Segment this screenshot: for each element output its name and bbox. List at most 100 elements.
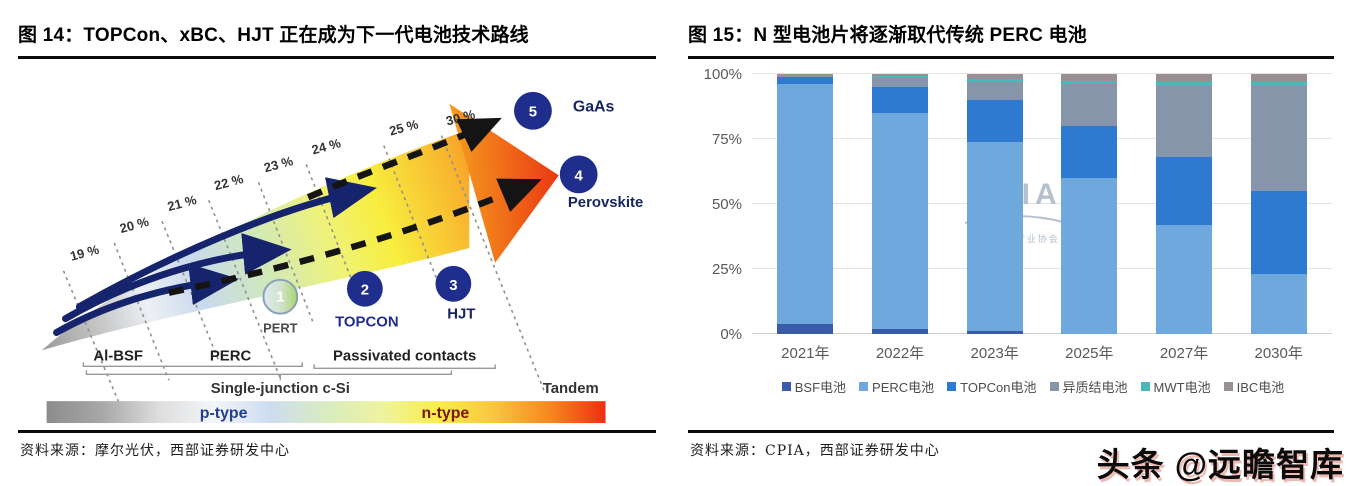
x-axis-labels: 2021年 2022年 2023年 2025年 2027年 2030年 — [752, 342, 1332, 363]
bar-segment — [777, 76, 834, 85]
x-tick-label: 2023年 — [970, 345, 1019, 362]
stacked-bar — [872, 74, 928, 334]
bar-segment — [777, 84, 834, 324]
efficiency-label-24: 24 % — [310, 135, 343, 157]
legend-item: 异质结电池 — [1049, 377, 1128, 396]
figure-14-panel: 图 14：TOPCon、xBC、HJT 正在成为下一代电池技术路线 — [18, 8, 660, 484]
milestone-label-hjt: HJT — [447, 307, 475, 323]
bar-column — [1231, 74, 1326, 334]
figure-15-source: 资料来源：CPIA，西部证券研发中心 — [690, 443, 940, 459]
roadmap-diagram: 19 % 20 % 21 % 22 % 23 % 24 % 25 % 30 % … — [41, 91, 643, 424]
bar-segment — [777, 75, 834, 77]
legend-label: TOPCon电池 — [960, 380, 1037, 395]
y-tick-label: 100% — [703, 66, 742, 83]
bar-segment — [1250, 274, 1307, 334]
figure-14-bottom-rule — [18, 430, 656, 433]
bar-segment — [777, 323, 834, 334]
bar-segment — [1250, 191, 1307, 275]
milestone-number-3: 3 — [449, 278, 457, 294]
bar-segment — [1156, 85, 1213, 158]
efficiency-separator-lines — [62, 135, 545, 416]
type-label-n: n-type — [422, 405, 470, 422]
legend-item: TOPCon电池 — [947, 377, 1037, 396]
milestone-label-pert: PERT — [263, 321, 298, 336]
legend-swatch — [1140, 382, 1150, 391]
legend-item: MWT电池 — [1140, 377, 1211, 396]
bar-segment — [966, 79, 1023, 82]
gridline — [752, 268, 1332, 269]
milestone-label-gaas: GaAs — [573, 99, 615, 116]
future-arrows-dashed — [168, 117, 542, 296]
junction-label-single: Single-junction c-Si — [211, 381, 350, 397]
x-tick-label: 2025年 — [1065, 345, 1114, 362]
figure-14-title-rule — [18, 56, 656, 59]
tech-label-passivated: Passivated contacts — [333, 348, 476, 364]
legend-swatch — [947, 382, 957, 391]
bar-column — [1042, 74, 1137, 334]
figure-15-bottom-rule — [688, 430, 1334, 433]
bar-segment — [966, 81, 1023, 101]
milestone-number-4: 4 — [575, 168, 584, 184]
bar-segment — [872, 113, 928, 329]
site-watermark: 头条 @远瞻智库 — [1096, 446, 1344, 483]
bar-segment — [777, 74, 834, 76]
efficiency-label-21: 21 % — [166, 192, 199, 214]
bar-segment — [966, 100, 1023, 142]
bar-segment — [1156, 81, 1213, 86]
bar-segment — [1061, 84, 1118, 126]
legend-label: IBC电池 — [1236, 380, 1285, 395]
bar-segment — [872, 328, 928, 334]
bar-segment — [1061, 74, 1118, 81]
bar-segment — [966, 74, 1023, 80]
stacked-bar — [1061, 74, 1118, 334]
legend-item: IBC电池 — [1223, 377, 1285, 396]
efficiency-label-25: 25 % — [388, 116, 421, 138]
bar-plot: CPIA 中国光伏行业协会 — [752, 73, 1332, 334]
stacked-bar — [966, 74, 1023, 334]
bar-column — [758, 74, 853, 334]
gridline — [752, 73, 1332, 74]
bar-segment — [872, 75, 928, 77]
milestone-circle-1 — [262, 278, 299, 315]
efficiency-label-23: 23 % — [262, 153, 295, 175]
efficiency-label-19: 19 % — [68, 242, 101, 264]
milestone-number-1: 1 — [276, 290, 284, 306]
bar-segment — [1250, 85, 1307, 192]
bar-segment — [966, 141, 1023, 332]
legend-swatch — [781, 382, 791, 391]
bar-segment — [1156, 224, 1213, 334]
efficiency-label-22: 22 % — [213, 171, 246, 193]
figure-15-title-rule — [688, 56, 1334, 59]
bar-segment — [777, 75, 834, 76]
efficiency-label-20: 20 % — [118, 214, 151, 236]
y-tick-label: 0% — [720, 326, 742, 343]
x-tick-label: 2022年 — [875, 345, 925, 362]
y-tick-label: 50% — [711, 196, 742, 213]
gridline — [752, 138, 1332, 139]
legend-label: MWT电池 — [1153, 380, 1211, 395]
milestone-label-topcon: TOPCON — [335, 315, 399, 331]
legend-swatch — [859, 382, 869, 391]
stacked-bar — [1156, 74, 1213, 334]
y-tick-label: 25% — [711, 261, 742, 278]
bar-segment — [872, 87, 928, 114]
milestone-circle-2 — [346, 270, 383, 307]
tech-label-albsf: Al-BSF — [93, 348, 143, 364]
milestone-circle-4 — [559, 155, 598, 194]
bar-segment — [1061, 80, 1118, 85]
type-label-p: p-type — [200, 405, 248, 422]
stacked-bar — [1250, 74, 1307, 334]
figure-14-source: 资料来源：摩尔光伏，西部证券研发中心 — [20, 443, 290, 459]
bracket-lines — [82, 362, 496, 381]
bar-column — [853, 74, 948, 334]
milestone-label-perovskite: Perovskite — [568, 195, 643, 211]
bar-segment — [1250, 74, 1307, 82]
stacked-bar-chart: 0% 25% 50% 75% 100% CPIA 中国光伏行业协会 2021年 2022年… — [694, 66, 1332, 396]
legend-swatch — [1049, 382, 1059, 391]
chart-legend: BSF电池 PERC电池 TOPCon电池 异质结电池 MWT电池 IBC电池 — [734, 377, 1332, 396]
bar-segment — [1061, 126, 1118, 178]
bar-segment — [1061, 178, 1118, 334]
milestone-circle-3 — [435, 265, 472, 302]
legend-item: PERC电池 — [859, 377, 934, 396]
bar-segment — [1156, 74, 1213, 82]
